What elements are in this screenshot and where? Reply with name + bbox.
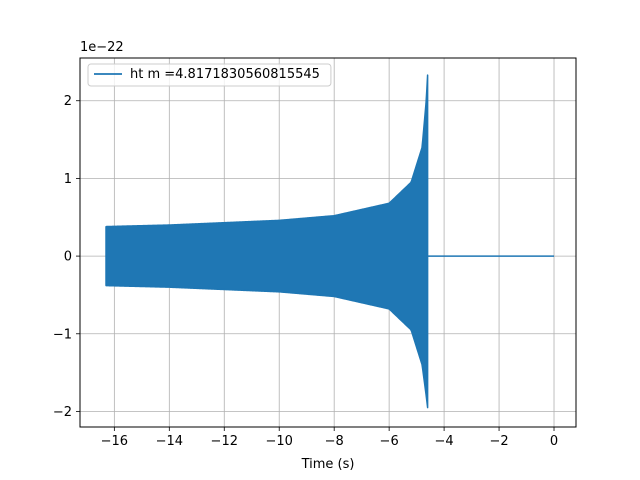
x-tick-label: −12 (211, 434, 238, 449)
y-tick-label: 2 (64, 94, 72, 109)
y-offset-text: 1e−22 (80, 40, 124, 55)
x-tick-label: −16 (101, 434, 128, 449)
series-waveform-band (105, 74, 429, 409)
x-tick-label: −10 (266, 434, 293, 449)
x-tick-label: −8 (325, 434, 344, 449)
y-tick-label: 1 (64, 172, 72, 187)
plot-frame (79, 57, 577, 428)
x-tick-label: 0 (550, 434, 558, 449)
y-ticks: −2 −1 0 1 2 (53, 94, 80, 420)
y-tick-label: 0 (64, 250, 72, 265)
x-tick-label: −4 (435, 434, 454, 449)
series-layer (105, 74, 555, 409)
x-ticks: −16 −14 −12 −10 −8 −6 −4 −2 0 (101, 427, 558, 449)
x-axis-label: Time (s) (301, 457, 355, 472)
x-tick-label: −6 (380, 434, 399, 449)
legend-box (87, 63, 332, 87)
y-tick-label: −2 (53, 405, 72, 420)
x-tick-label: −2 (489, 434, 508, 449)
x-tick-label: −14 (156, 434, 183, 449)
legend: ht m =4.8171830560815545 (87, 63, 332, 87)
legend-entry: ht m =4.8171830560815545 (130, 67, 320, 82)
y-tick-label: −1 (53, 327, 72, 342)
